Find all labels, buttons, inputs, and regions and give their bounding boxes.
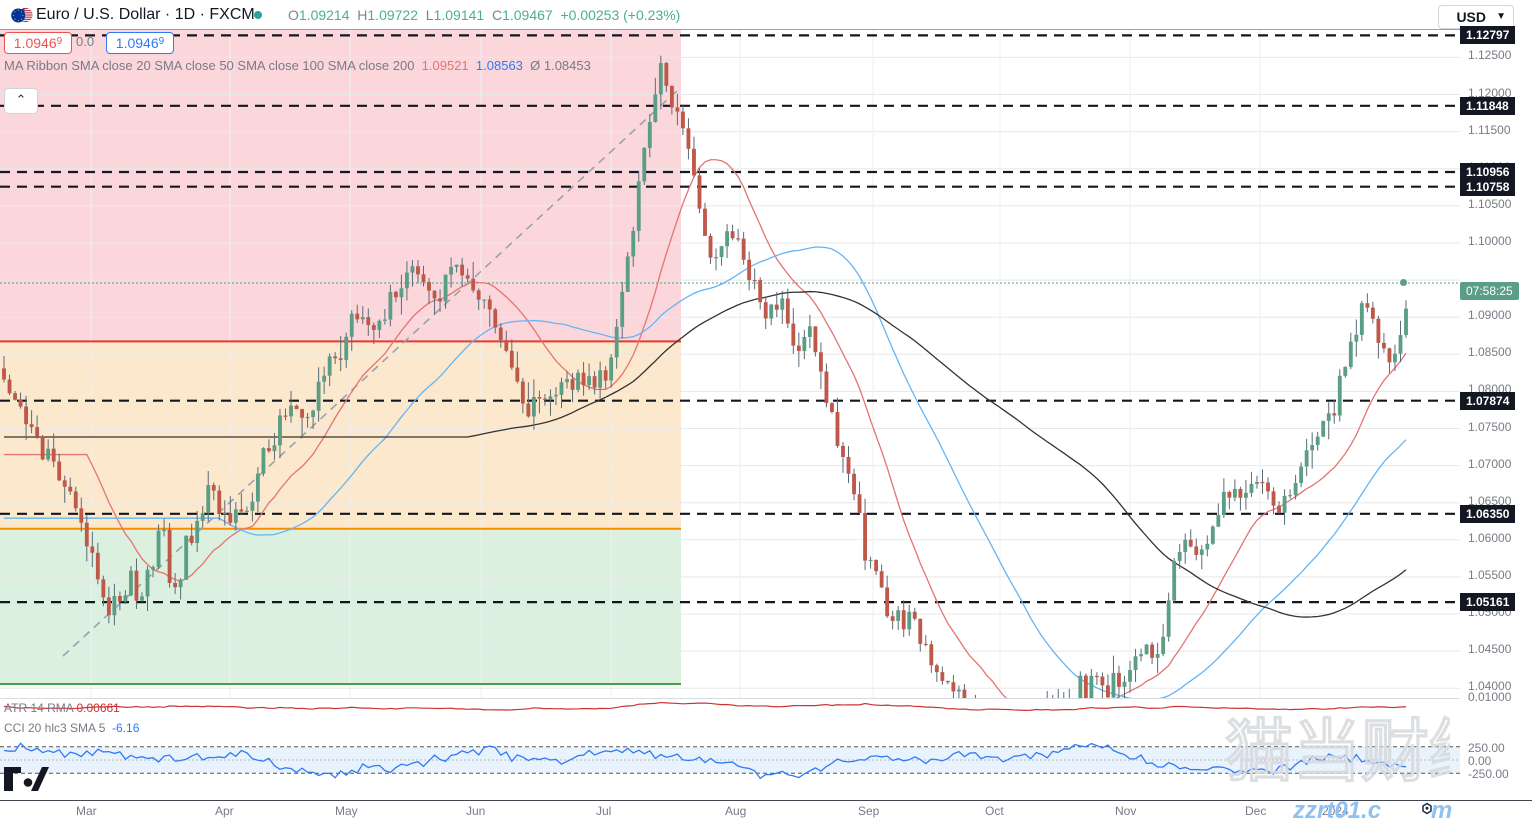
svg-text:m: m <box>1431 797 1452 824</box>
svg-text:zzrt01.c: zzrt01.c <box>1293 797 1381 824</box>
